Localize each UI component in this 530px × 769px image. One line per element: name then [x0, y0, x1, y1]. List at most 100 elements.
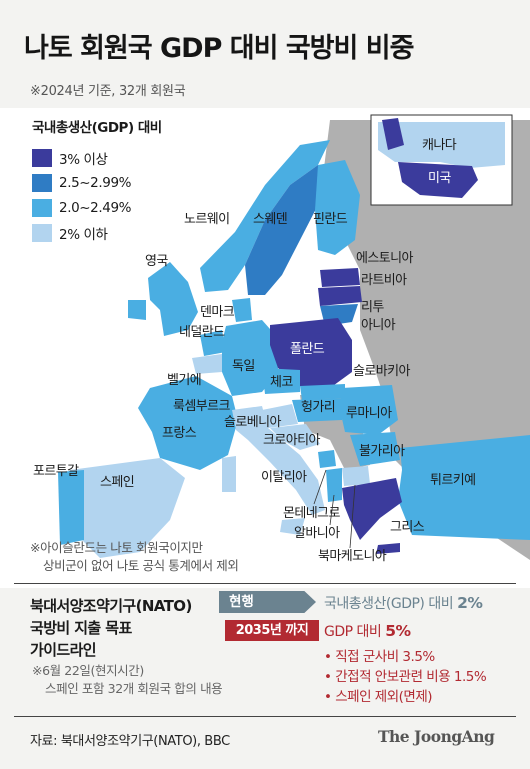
label-czech: 체코: [270, 375, 293, 390]
label-montenegro: 몬테네그로: [283, 506, 340, 521]
country-portugal: [58, 470, 84, 545]
future-target-value: 5%: [385, 622, 411, 640]
label-portugal: 포르투갈: [33, 464, 79, 479]
june-note-line: ※6월 22일(현지시간): [32, 663, 144, 678]
country-czech: [262, 368, 300, 394]
label-spain: 스페인: [100, 475, 134, 490]
label-luxembourg: 룩셈부르크: [173, 399, 230, 414]
country-belgium: [192, 354, 222, 374]
country-sardinia: [222, 456, 236, 492]
label-lithuania-2: 아니아: [361, 318, 396, 333]
source-text: 자료: 북대서양조약기구(NATO), BBC: [30, 734, 230, 749]
country-sicily: [280, 518, 305, 535]
legend-label: 2.5~2.99%: [59, 174, 132, 191]
country-greece: [342, 478, 402, 540]
target-heading: 북대서양조약기구(NATO) 국방비 지출 목표 가이드라인: [30, 595, 192, 661]
country-usa: [398, 162, 478, 198]
subtitle: ※2024년 기준, 32개 회원국: [30, 84, 186, 99]
country-romania: [340, 385, 398, 435]
country-bulgaria: [350, 432, 400, 466]
future-target: GDP 대비 5%: [324, 621, 411, 641]
label-canada: 캐나다: [422, 138, 457, 153]
country-crete: [376, 543, 400, 554]
country-italy: [232, 406, 325, 515]
label-north-macedonia: 북마케도니아: [318, 549, 387, 564]
leader-montenegro: [313, 469, 327, 505]
iceland-note-line: ※아이슬란드는 나토 회원국이지만: [30, 540, 203, 555]
legend-item: 2.5~2.99%: [32, 170, 162, 195]
bullet-spain-exempt: • 스페인 제외(면제): [324, 689, 433, 705]
label-romania: 루마니아: [346, 406, 392, 421]
country-alaska: [382, 118, 404, 150]
target-heading-line: 가이드라인: [30, 641, 97, 659]
country-montenegro: [318, 450, 336, 468]
current-badge: 현행: [219, 591, 316, 613]
country-canada: [378, 122, 505, 168]
country-denmark: [232, 298, 252, 322]
target-heading-line: 북대서양조약기구(NATO): [30, 597, 192, 615]
legend-item: 3% 이상: [32, 145, 162, 170]
legend-item: 2% 이하: [32, 220, 162, 245]
target-heading-line: 국방비 지출 목표: [30, 619, 132, 637]
future-badge: 2035년 까지: [225, 620, 319, 641]
country-croatia: [270, 424, 320, 450]
label-uk: 영국: [145, 254, 168, 269]
label-finland: 핀란드: [313, 212, 348, 227]
label-norway: 노르웨이: [184, 212, 229, 227]
europe-map: 캐나다 미국 노르웨이 스웨덴 핀란드 영국 에스토니아 라트비아 리투 아니아…: [0, 108, 530, 588]
label-albania: 알바니아: [294, 526, 340, 541]
legend-item: 2.0~2.49%: [32, 195, 162, 220]
page-title: 나토 회원국 GDP 대비 국방비 비중: [24, 33, 414, 64]
country-north-macedonia: [342, 466, 370, 486]
label-sweden: 스웨덴: [253, 212, 287, 227]
legend-title: 국내총생산(GDP) 대비: [32, 120, 162, 136]
country-slovakia: [300, 384, 345, 400]
legend-label: 2.0~2.49%: [59, 199, 132, 216]
current-target-value: 2%: [457, 594, 483, 612]
country-uk: [148, 262, 198, 336]
label-france: 프랑스: [162, 426, 197, 441]
label-poland: 폴란드: [290, 342, 325, 357]
current-target-text: 국내총생산(GDP) 대비: [324, 596, 454, 612]
label-greece: 그리스: [390, 520, 425, 535]
label-germany: 독일: [232, 359, 255, 374]
country-finland: [315, 160, 360, 255]
country-sweden: [245, 165, 318, 295]
label-turkey: 튀르키예: [430, 473, 475, 488]
bullet-direct-military: • 직접 군사비 3.5%: [324, 649, 435, 665]
divider: [14, 583, 516, 584]
label-estonia: 에스토니아: [356, 251, 413, 266]
country-netherlands: [200, 330, 226, 356]
country-turkey: [398, 435, 530, 540]
iceland-note: ※아이슬란드는 나토 회원국이지만 상비군이 없어 나토 공식 통계에서 제외: [30, 539, 239, 575]
legend-swatch: [32, 173, 52, 192]
label-italy: 이탈리아: [261, 470, 307, 485]
legend-label: 3% 이상: [59, 151, 108, 168]
label-latvia: 라트비아: [361, 273, 407, 288]
legend-label: 2% 이하: [59, 226, 108, 243]
future-target-text: GDP 대비: [324, 624, 382, 640]
divider: [14, 716, 516, 717]
publisher-logo: The JoongAng: [378, 727, 495, 746]
leader-north-macedonia: [349, 484, 356, 549]
legend-swatch: [32, 223, 52, 242]
legend-swatch: [32, 198, 52, 217]
label-hungary: 헝가리: [301, 400, 335, 415]
current-target: 국내총생산(GDP) 대비 2%: [324, 593, 483, 613]
country-northern-ireland: [128, 300, 146, 320]
legend: 국내총생산(GDP) 대비 3% 이상 2.5~2.99% 2.0~2.49% …: [32, 116, 162, 245]
country-estonia: [320, 268, 360, 287]
country-hungary: [292, 398, 345, 422]
country-norway: [200, 140, 330, 292]
label-netherlands: 네덜란드: [179, 325, 225, 340]
label-belgium: 벨기에: [167, 373, 201, 388]
june-note-line: 스페인 포함 32개 회원국 합의 내용: [45, 681, 223, 696]
country-latvia: [318, 286, 362, 306]
iceland-note-line: 상비군이 없어 나토 공식 통계에서 제외: [43, 558, 239, 573]
label-denmark: 덴마크: [200, 305, 235, 320]
label-lithuania-1: 리투: [361, 300, 384, 315]
country-albania: [326, 468, 342, 502]
label-usa: 미국: [428, 171, 451, 186]
label-croatia: 크로아티아: [263, 433, 320, 448]
